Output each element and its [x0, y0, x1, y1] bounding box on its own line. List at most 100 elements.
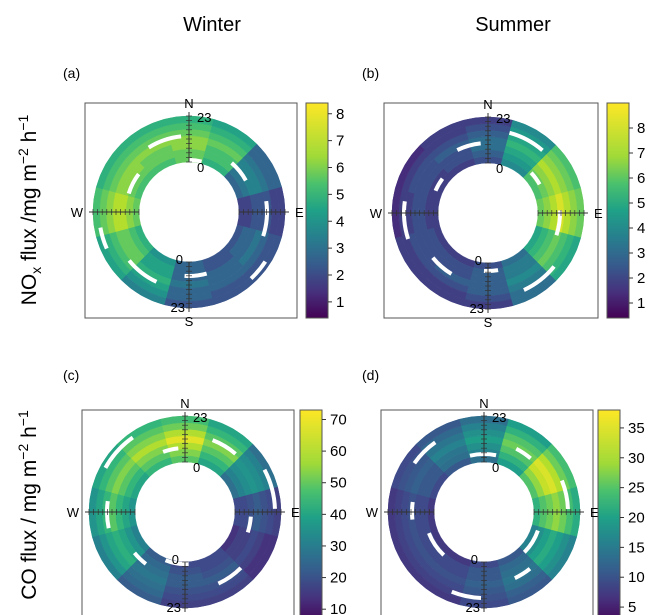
data-gap: [262, 468, 277, 509]
panel-d: (d)NESW0230235101520253035: [362, 367, 645, 615]
data-gap: [189, 158, 203, 164]
data-gap: [431, 256, 453, 276]
data-gap: [433, 177, 445, 192]
compass-axes: [85, 412, 285, 612]
hour-label: 0: [471, 552, 478, 567]
data-gap: [105, 500, 111, 529]
compass-label-n: N: [180, 396, 189, 411]
data-gap: [217, 566, 243, 586]
colorbar-tick-label: 1: [336, 294, 344, 311]
data-gap: [523, 265, 556, 292]
colorbar-tick-label: 35: [628, 420, 645, 437]
hour-label: 23: [171, 300, 185, 315]
compass-label-n: N: [184, 96, 193, 111]
colorbar-tick-label: 4: [637, 220, 645, 237]
colorbar: [299, 409, 323, 615]
colorbar-tick-label: 10: [330, 601, 347, 615]
compass-axes: [89, 112, 289, 312]
colorbar-tick-label: 60: [330, 443, 347, 460]
annulus-cell: [120, 118, 167, 150]
annulus-cell: [415, 418, 462, 450]
colorbar-tick-label: 20: [628, 510, 645, 527]
compass-axes: [388, 113, 588, 313]
data-gap: [98, 227, 109, 250]
colorbar-tick-label: 2: [637, 270, 645, 287]
hour-label: 0: [197, 160, 204, 175]
data-gap: [456, 141, 481, 152]
data-gap: [162, 446, 179, 454]
compass-label-e: E: [590, 505, 599, 520]
data-gap: [402, 201, 411, 240]
compass-label-w: W: [67, 505, 80, 520]
panel-label: (d): [362, 367, 379, 383]
hour-label: 23: [167, 600, 181, 615]
hour-label: 0: [475, 253, 482, 268]
data-gap: [211, 438, 237, 456]
row-label-nox: NOx flux /mg m−2 h−1: [15, 114, 44, 305]
colorbar-tick-label: 4: [336, 213, 344, 230]
colorbar-tick-label: 8: [637, 120, 645, 137]
panel-frame: [383, 102, 599, 319]
data-gap: [147, 134, 182, 150]
annulus-cells: [92, 115, 286, 309]
data-gap: [126, 172, 141, 195]
colorbar-tick-label: 70: [330, 411, 347, 428]
data-gap: [127, 259, 158, 284]
data-gap: [164, 558, 189, 567]
data-gap: [560, 479, 570, 510]
hour-label: 23: [197, 110, 211, 125]
data-gap: [410, 501, 415, 520]
data-gap: [261, 200, 269, 237]
data-gap: [249, 260, 267, 281]
compass-label-w: W: [366, 505, 379, 520]
colorbar-tick-label: 25: [628, 480, 645, 497]
colorbar-tick-label: 30: [628, 450, 645, 467]
data-gap: [412, 440, 437, 465]
data-gap: [245, 516, 253, 534]
colorbar-tick-label: 5: [637, 195, 645, 212]
panel-c: (c)NESW02302310203040506070: [63, 367, 347, 615]
colorbar-tick-label: 30: [330, 538, 347, 555]
data-gap: [469, 452, 497, 458]
colorbar-tick-label: 10: [628, 569, 645, 586]
hour-label: 0: [172, 552, 179, 567]
compass-label-w: W: [71, 205, 84, 220]
data-gap: [508, 130, 544, 152]
data-gaps: [402, 130, 562, 292]
colorbar-tick-label: 50: [330, 475, 347, 492]
colorbar-tick-label: 3: [637, 245, 645, 262]
annulus-cells: [88, 415, 282, 609]
colorbar-tick-label: 6: [637, 170, 645, 187]
hour-label: 23: [496, 111, 510, 126]
colorbar-tick-label: 5: [336, 186, 344, 203]
compass-label-s: S: [185, 314, 194, 329]
compass-axes: [384, 412, 584, 612]
hour-label: 0: [193, 460, 200, 475]
panel-label: (a): [63, 65, 80, 81]
data-gaps: [103, 435, 277, 586]
panel-label: (c): [63, 367, 79, 383]
compass-label-s: S: [484, 315, 493, 330]
data-gaps: [98, 134, 269, 284]
hour-label: 23: [466, 600, 480, 615]
panel-label: (b): [362, 65, 379, 81]
compass-label-e: E: [594, 206, 603, 221]
compass-label-n: N: [483, 97, 492, 112]
colorbar-tick-label: 15: [628, 539, 645, 556]
colorbar: [305, 102, 329, 319]
annulus-cell: [419, 119, 466, 151]
data-gap: [554, 210, 562, 236]
data-gap: [483, 268, 499, 273]
compass-label-n: N: [479, 396, 488, 411]
column-title-winter: Winter: [183, 14, 241, 36]
colorbar-tick-label: 40: [330, 506, 347, 523]
data-gap: [103, 435, 134, 469]
hour-label: 0: [492, 460, 499, 475]
data-gap: [132, 551, 148, 566]
hour-label: 23: [193, 410, 207, 425]
colorbar-tick-label: 2: [336, 267, 344, 284]
